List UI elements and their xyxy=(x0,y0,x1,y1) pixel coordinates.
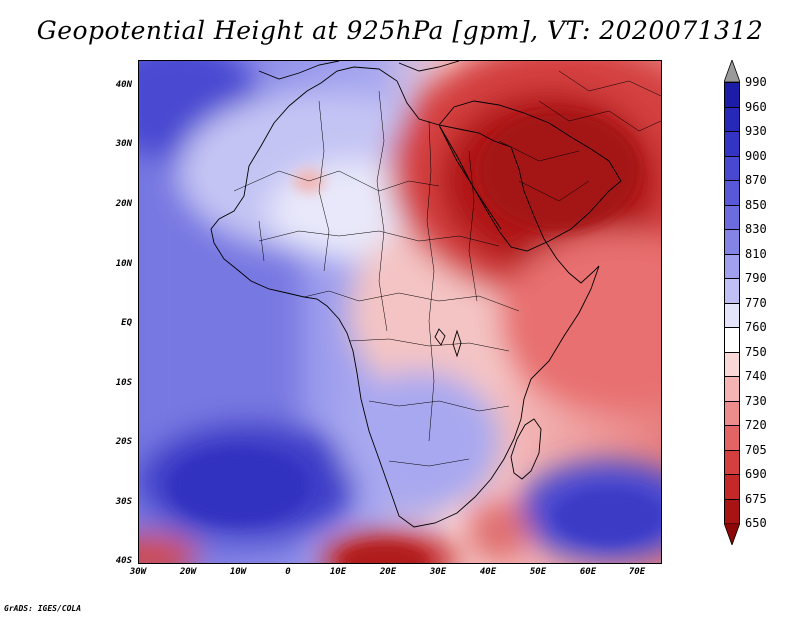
colorbar-segment xyxy=(724,400,740,425)
colorbar-tick-label: 720 xyxy=(745,418,767,432)
colorbar-tick-label: 650 xyxy=(745,516,767,530)
lon-label: 30E xyxy=(429,567,447,577)
coastlines xyxy=(210,61,622,528)
colorbar-tick-label: 675 xyxy=(745,491,767,506)
lon-label: 0 xyxy=(285,567,291,577)
colorbar-top-arrow xyxy=(724,60,740,82)
lat-label: 30S xyxy=(115,497,132,507)
colorbar-segment xyxy=(724,376,740,401)
colorbar-segment xyxy=(724,106,740,131)
lon-label: 60E xyxy=(579,567,597,577)
colorbar-segment xyxy=(724,425,740,450)
colorbar-tick-label: 740 xyxy=(745,369,767,383)
lat-label: 20S xyxy=(115,437,132,447)
lat-label: 10S xyxy=(115,378,132,388)
lat-label: 10N xyxy=(115,259,132,269)
colorbar-segment xyxy=(724,474,740,499)
map-title: Geopotential Height at 925hPa [gpm], VT:… xyxy=(36,16,764,45)
colorbar-tick-label: 760 xyxy=(745,320,767,334)
colorbar-segment xyxy=(724,155,740,180)
country-borders xyxy=(233,70,661,467)
lat-label: 40S xyxy=(115,556,132,566)
lon-label: 20E xyxy=(379,567,397,577)
colorbar-segment xyxy=(724,278,740,303)
colorbar-segment xyxy=(724,131,740,156)
footer-credit: GrADS: IGES/COLA xyxy=(4,604,82,613)
colorbar-segment xyxy=(724,351,740,376)
colorbar-tick-label: 705 xyxy=(745,442,767,457)
lat-label: EQ xyxy=(121,318,132,328)
colorbar-tick-label: 990 xyxy=(745,75,767,89)
lat-label: 20N xyxy=(115,199,132,209)
colorbar-tick-label: 830 xyxy=(745,222,767,236)
lon-label: 50E xyxy=(529,567,547,577)
colorbar-tick-label: 810 xyxy=(745,246,767,261)
colorbar-tick-label: 870 xyxy=(745,173,767,187)
colorbar-tick-label: 850 xyxy=(745,197,767,212)
lon-label: 40E xyxy=(479,567,497,577)
colorbar-segment xyxy=(724,253,740,278)
lon-label: 10E xyxy=(329,567,347,577)
colorbar-tick-label: 730 xyxy=(745,393,767,408)
map-panel xyxy=(138,60,662,564)
lon-label: 20W xyxy=(179,567,197,577)
colorbar-bottom-arrow xyxy=(724,523,740,545)
lat-label: 40N xyxy=(115,80,132,90)
colorbar-segment xyxy=(724,449,740,474)
colorbar-tick-label: 790 xyxy=(745,271,767,285)
colorbar-tick-label: 930 xyxy=(745,124,767,138)
lon-label: 10W xyxy=(229,567,247,577)
colorbar-segment xyxy=(724,180,740,205)
colorbar-tick-label: 750 xyxy=(745,344,767,359)
colorbar-segment xyxy=(724,327,740,352)
colorbar-segment xyxy=(724,498,740,523)
colorbar-segment xyxy=(724,229,740,254)
colorbar-tick-label: 690 xyxy=(745,467,767,481)
lon-label: 30W xyxy=(129,567,147,577)
colorbar-segment xyxy=(724,82,740,107)
colorbar-segment xyxy=(724,204,740,229)
lon-label: 70E xyxy=(628,567,646,577)
colorbar-tick-label: 960 xyxy=(745,99,767,114)
colorbar-tick-label: 900 xyxy=(745,148,767,163)
colorbar-segment xyxy=(724,302,740,327)
lat-label: 30N xyxy=(115,139,132,149)
geopotential-map xyxy=(139,61,661,563)
colorbar-tick-label: 770 xyxy=(745,295,767,310)
